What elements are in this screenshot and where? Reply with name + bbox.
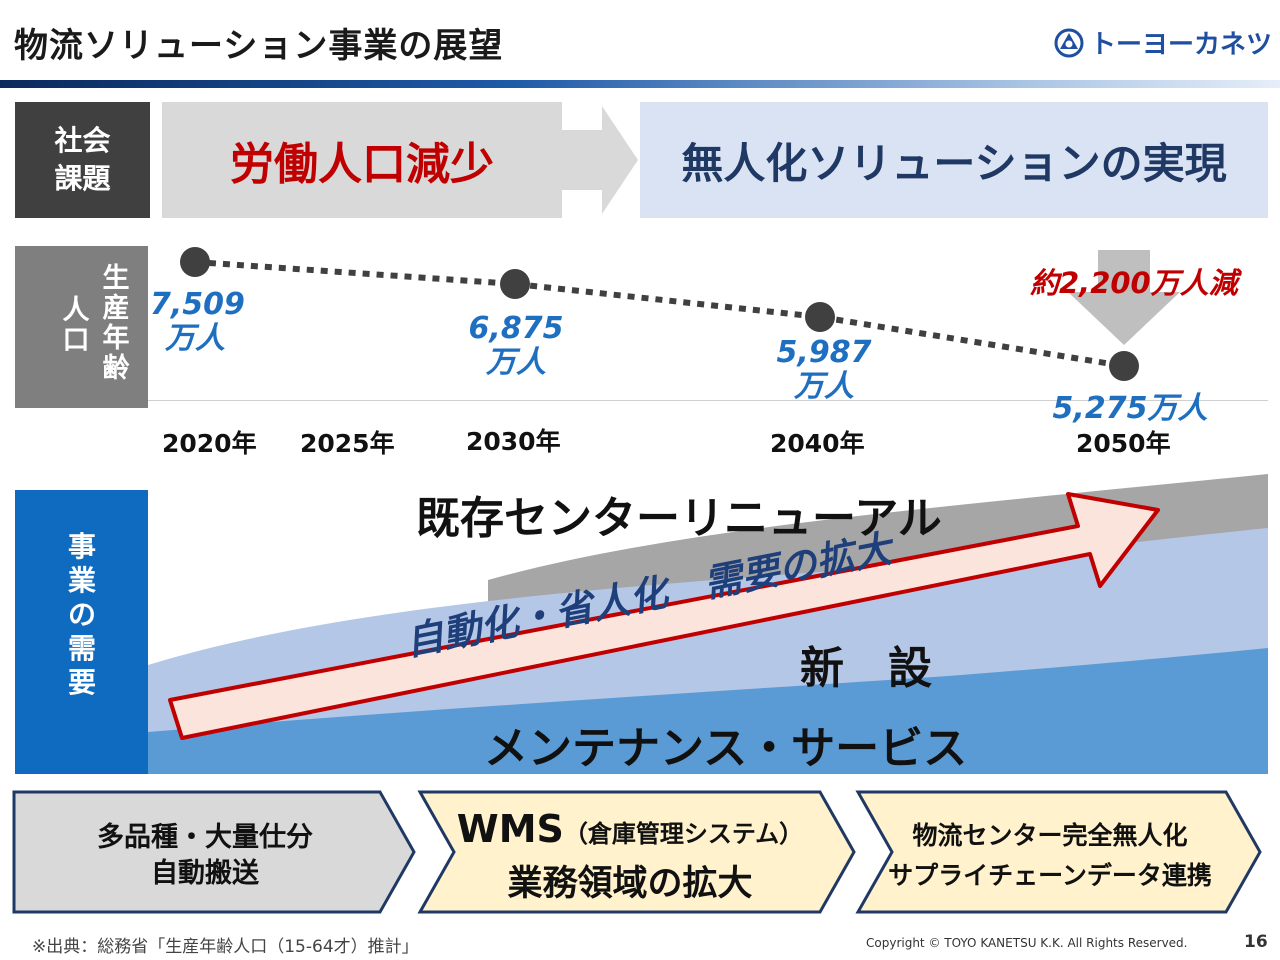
renewal-label: 既存センターリニューアル — [416, 493, 942, 544]
year-2025: 2025年 — [300, 429, 395, 458]
labor-decline-box: 労働人口減少 — [162, 102, 562, 218]
value-2050: 5,275万人 — [1052, 391, 1208, 426]
page-number: 16 — [1244, 932, 1268, 952]
unmanned-solution-box: 無人化ソリューションの実現 — [640, 102, 1268, 218]
population-label-col2: 人口 — [62, 295, 90, 356]
year-2020: 2020年 — [162, 429, 257, 458]
copyright-text: Copyright © TOYO KANETSU K.K. All Rights… — [866, 936, 1188, 950]
value-2030: 6,875 万人 — [468, 311, 564, 380]
year-2040: 2040年 — [770, 429, 865, 458]
point-2040 — [805, 302, 835, 332]
point-2050 — [1109, 351, 1139, 381]
chevron-3-shape — [855, 790, 1262, 914]
point-2020 — [180, 247, 210, 277]
year-2030: 2030年 — [466, 427, 561, 456]
header-bar — [0, 80, 1280, 88]
population-trend-line — [180, 247, 1180, 381]
chevron-1-shape — [12, 790, 416, 914]
decline-text: 約2,200万人減 — [1030, 266, 1238, 300]
chevron-2-text: WMS（倉庫管理システム） 業務領域の拡大 — [456, 807, 804, 904]
chevron-row — [12, 790, 1262, 914]
issue-arrow — [562, 106, 638, 214]
maintenance-area — [148, 648, 1268, 774]
demand-growth-arrow — [168, 492, 1160, 740]
value-2020: 7,509 万人 — [150, 287, 245, 356]
company-logo: トーヨーカネツ — [1054, 24, 1272, 61]
year-2050: 2050年 — [1076, 429, 1171, 458]
timeline-baseline — [148, 400, 1268, 401]
social-issue-label-line2: 課題 — [54, 162, 111, 195]
maintenance-label: メンテナンス・サービス — [484, 723, 968, 774]
page-title: 物流ソリューション事業の展望 — [14, 26, 504, 66]
source-footnote: ※出典：総務省「生産年齢人口（15-64才）推計」 — [32, 937, 419, 957]
new-build-label: 新 設 — [800, 643, 932, 694]
demand-area-chart — [148, 474, 1268, 774]
social-issue-label: 社会 課題 — [15, 102, 150, 218]
decline-arrow — [1068, 250, 1180, 345]
company-logo-text: トーヨーカネツ — [1089, 30, 1272, 60]
chevron-3-text: 物流センター完全無人化 サプライチェーンデータ連携 — [888, 821, 1212, 890]
company-logo-icon — [1054, 28, 1084, 57]
social-issue-label-line1: 社会 — [54, 124, 111, 157]
chevron-1-text: 多品種・大量仕分 自動搬送 — [97, 822, 313, 889]
chevron-2-shape — [417, 790, 856, 914]
business-demand-label: 事業の需要 — [15, 490, 148, 774]
population-label: 生産年齢 人口 — [15, 246, 148, 408]
point-2030 — [500, 269, 530, 299]
population-label-col1: 生産年齢 — [102, 263, 130, 384]
value-2040: 5,987 万人 — [776, 335, 872, 404]
